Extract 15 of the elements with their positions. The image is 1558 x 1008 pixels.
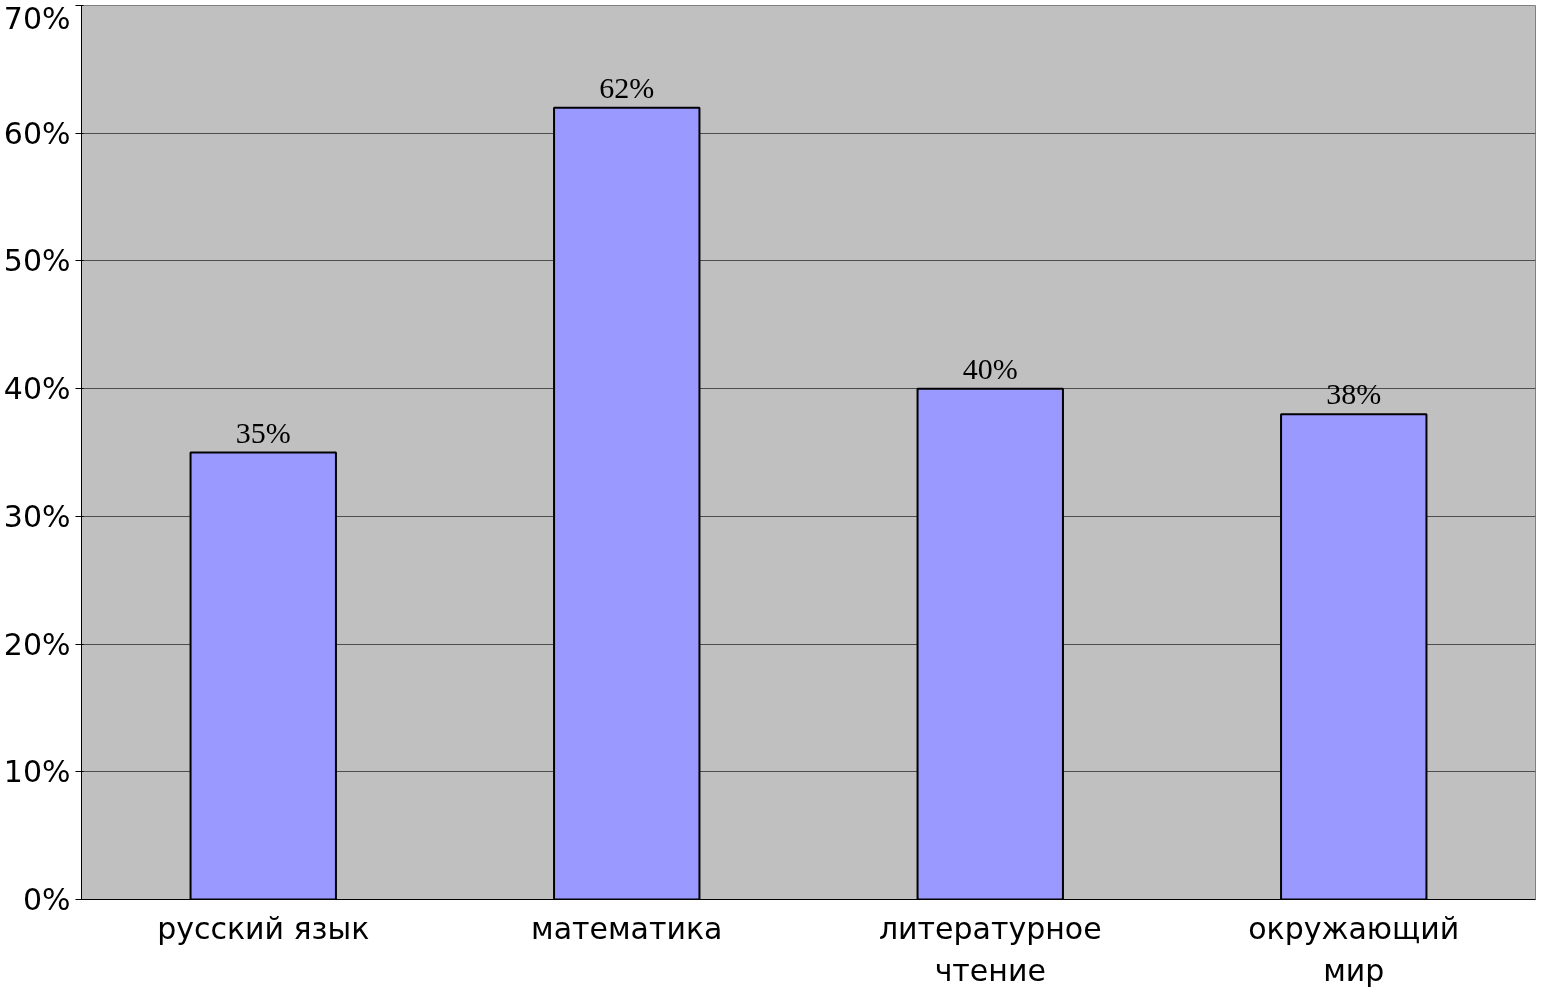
data-label: 40%	[962, 351, 1018, 385]
y-tick-label: 50%	[3, 243, 71, 279]
y-tick-label: 30%	[3, 498, 71, 534]
x-tick-label: окружающий мир	[1248, 910, 1460, 988]
y-tick-label: 40%	[3, 371, 71, 407]
x-tick-label: русский язык	[157, 910, 370, 946]
y-tick-label: 70%	[3, 0, 71, 36]
data-label: 62%	[599, 70, 655, 104]
y-tick-label: 0%	[22, 882, 71, 917]
x-tick-label: литературное чтение	[878, 910, 1102, 988]
y-tick-label: 10%	[3, 754, 71, 790]
data-label: 35%	[235, 415, 291, 449]
x-tick-label: математика	[531, 910, 723, 946]
y-tick-label: 60%	[3, 115, 71, 151]
y-tick-label: 20%	[3, 626, 71, 662]
